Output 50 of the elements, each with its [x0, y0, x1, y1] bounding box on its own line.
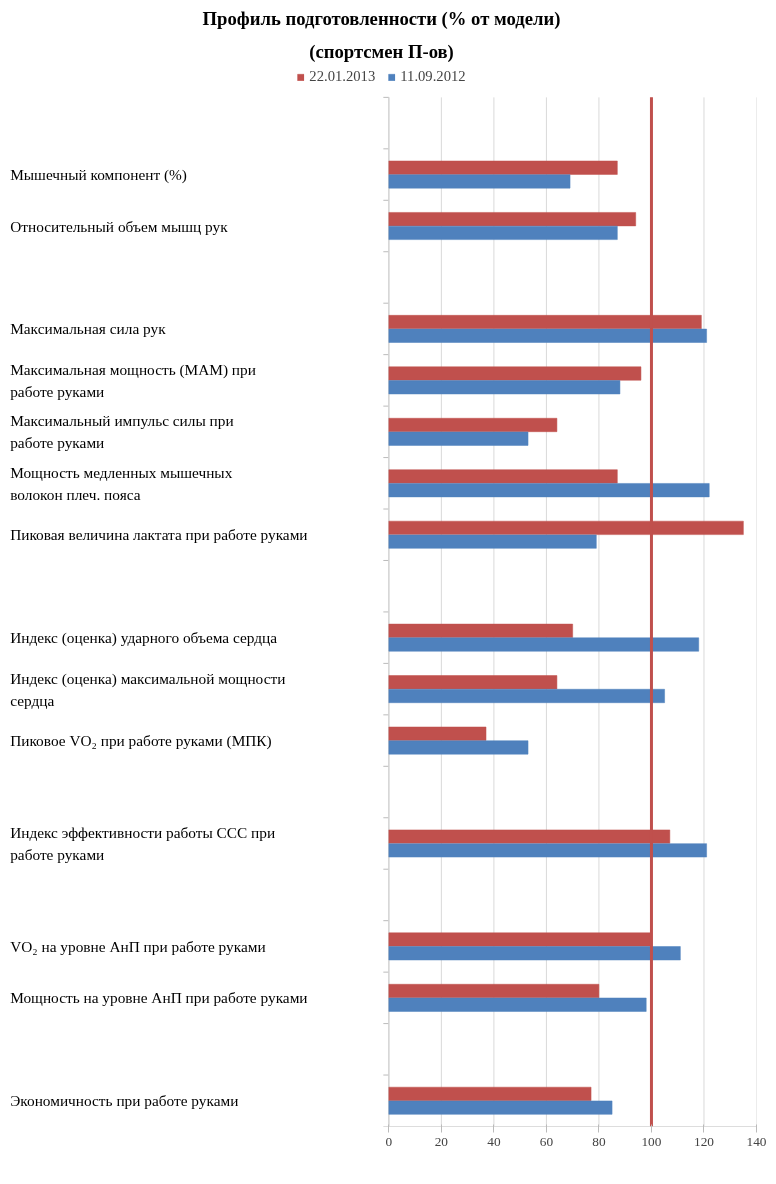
x-tick-label: 80	[592, 1133, 606, 1149]
y-tick-label: Пиковое VO₂ при работе руками (МПК)	[10, 732, 272, 751]
bar	[388, 160, 618, 175]
x-tick-label: 140	[746, 1133, 767, 1149]
chart-title: Профиль подготовленности (% от модели)	[202, 7, 561, 30]
bar	[388, 328, 707, 343]
bar	[388, 1100, 613, 1115]
bar	[388, 997, 647, 1012]
bar	[388, 843, 707, 858]
legend-label: 11.09.2012	[400, 68, 466, 85]
x-tick-label: 100	[641, 1133, 662, 1149]
y-tick-label: Максимальный импульс силы при работе руками	[10, 412, 234, 452]
bar	[388, 675, 558, 690]
x-tick-label: 60	[539, 1133, 554, 1149]
chart-subtitle: (спортсмен П-ов)	[309, 40, 454, 63]
bar	[388, 225, 618, 240]
bar	[388, 946, 681, 961]
bar	[388, 418, 558, 432]
bar	[388, 623, 573, 638]
y-tick-label: Мышечный компонент (%)	[10, 166, 187, 185]
y-tick-label: Индекс (оценка) максимальной мощности сердца	[10, 669, 286, 709]
x-tick-label: 40	[487, 1133, 501, 1149]
x-tick-label: 20	[434, 1133, 449, 1149]
bar	[388, 740, 529, 755]
y-tick-label: Мощность медленных мышечных волокон плеч. пояса	[10, 463, 233, 503]
x-tick-label: 120	[693, 1133, 715, 1149]
y-tick-label: Максимальная сила рук	[10, 320, 167, 338]
bar	[388, 366, 642, 381]
bar	[388, 431, 529, 446]
y-tick-label: Экономичность при работе руками	[10, 1092, 239, 1110]
y-tick-label: Мощность на уровне АнП при работе руками	[10, 989, 308, 1007]
y-tick-label: Относительный объем мышц рук	[10, 217, 229, 235]
y-tick-label: Индекс эффективности работы ССС при работе руками	[10, 823, 276, 864]
bar	[388, 726, 487, 741]
y-tick-label: VO₂ на уровне АнП при работе руками	[10, 937, 266, 955]
bar	[388, 689, 665, 703]
bar	[388, 469, 618, 484]
bar	[388, 534, 597, 549]
y-tick-label: Индекс (оценка) ударного объема сердца	[10, 629, 278, 648]
bar	[388, 984, 600, 998]
bar	[388, 483, 710, 498]
bar	[388, 637, 699, 652]
bar	[388, 174, 571, 189]
bar	[388, 380, 621, 395]
x-tick-label: 0	[385, 1133, 393, 1149]
legend-label: 22.01.2013	[309, 68, 376, 85]
y-tick-label: Пиковая величина лактата при работе руками	[10, 526, 308, 544]
bar	[388, 1086, 592, 1101]
y-tick-label: Максимальная мощность (МАМ) при работе руками	[10, 360, 256, 400]
bar	[388, 212, 636, 227]
